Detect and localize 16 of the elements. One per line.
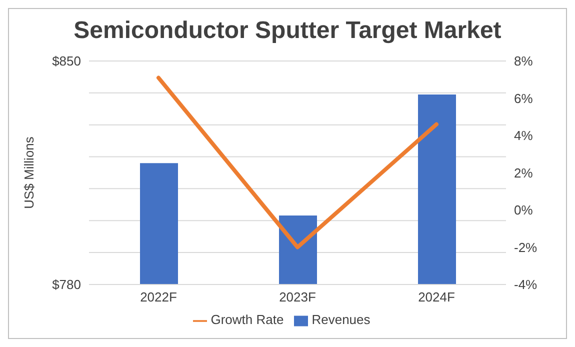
x-tick-label: 2022F <box>140 290 177 305</box>
y2-tick-label: -2% <box>514 240 538 255</box>
y2-tick-label: 8% <box>514 54 534 69</box>
y2-tick-label: -4% <box>514 277 538 292</box>
y2-tick-label: 2% <box>514 165 534 180</box>
y-tick-label: $780 <box>52 277 81 292</box>
x-tick-label: 2023F <box>279 290 316 305</box>
y-axis-title: US$ Millions <box>22 136 37 209</box>
y-tick-label: $850 <box>52 54 81 69</box>
chart-title: Semiconductor Sputter Target Market <box>72 16 502 46</box>
y2-tick-label: 4% <box>514 128 534 144</box>
legend-label: Revenues <box>312 312 370 328</box>
legend-label: Growth Rate <box>210 312 284 328</box>
y2-tick-label: 0% <box>514 202 534 218</box>
x-tick-label: 2024F <box>418 290 455 305</box>
y2-tick-label: 6% <box>514 90 534 106</box>
